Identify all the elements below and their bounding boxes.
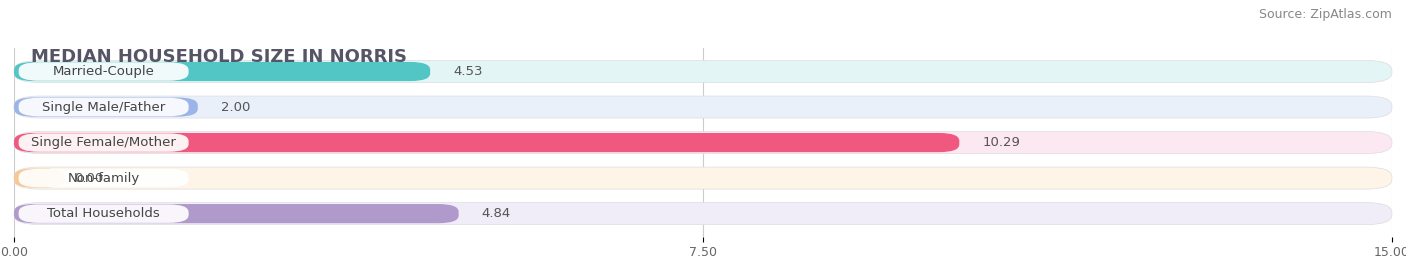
FancyBboxPatch shape bbox=[14, 204, 458, 223]
FancyBboxPatch shape bbox=[18, 98, 188, 116]
FancyBboxPatch shape bbox=[14, 203, 1392, 225]
FancyBboxPatch shape bbox=[14, 132, 1392, 154]
Text: Source: ZipAtlas.com: Source: ZipAtlas.com bbox=[1258, 8, 1392, 21]
FancyBboxPatch shape bbox=[14, 97, 198, 117]
Text: 4.53: 4.53 bbox=[453, 65, 482, 78]
Text: 0.00: 0.00 bbox=[73, 172, 103, 185]
Text: Single Female/Mother: Single Female/Mother bbox=[31, 136, 176, 149]
FancyBboxPatch shape bbox=[18, 204, 188, 223]
Text: MEDIAN HOUSEHOLD SIZE IN NORRIS: MEDIAN HOUSEHOLD SIZE IN NORRIS bbox=[31, 48, 406, 66]
FancyBboxPatch shape bbox=[14, 96, 1392, 118]
Text: Non-family: Non-family bbox=[67, 172, 139, 185]
FancyBboxPatch shape bbox=[18, 169, 188, 187]
FancyBboxPatch shape bbox=[18, 133, 188, 152]
Text: Married-Couple: Married-Couple bbox=[52, 65, 155, 78]
FancyBboxPatch shape bbox=[14, 62, 430, 81]
FancyBboxPatch shape bbox=[14, 167, 1392, 189]
Text: Single Male/Father: Single Male/Father bbox=[42, 101, 166, 114]
FancyBboxPatch shape bbox=[14, 61, 1392, 83]
Text: 10.29: 10.29 bbox=[983, 136, 1021, 149]
Text: 2.00: 2.00 bbox=[221, 101, 250, 114]
Text: Total Households: Total Households bbox=[48, 207, 160, 220]
FancyBboxPatch shape bbox=[18, 62, 188, 81]
FancyBboxPatch shape bbox=[14, 168, 65, 188]
Text: 4.84: 4.84 bbox=[482, 207, 510, 220]
FancyBboxPatch shape bbox=[14, 133, 959, 152]
